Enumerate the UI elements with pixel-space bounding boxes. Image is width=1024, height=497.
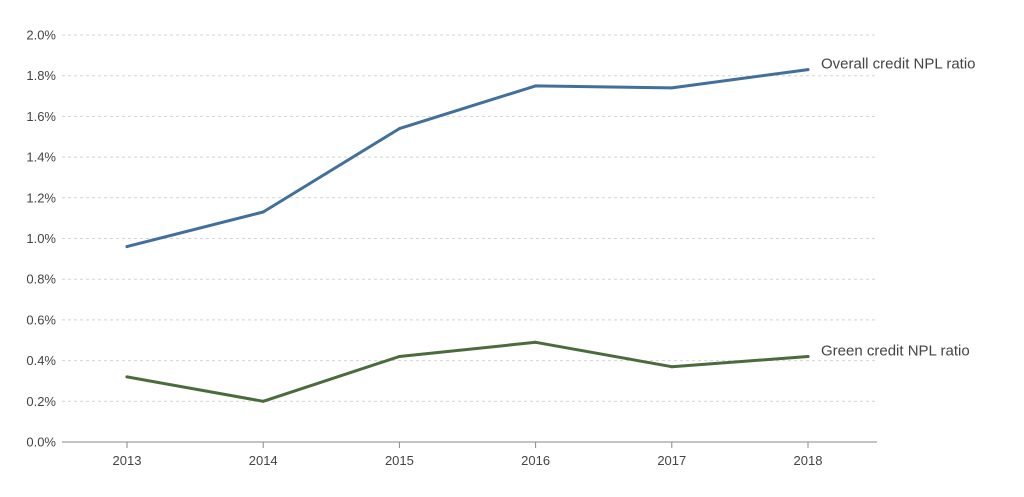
data-point: [397, 355, 401, 359]
y-tick-label: 1.0%: [26, 231, 56, 246]
data-point: [261, 399, 265, 403]
series-line-0: [125, 68, 810, 249]
series: [125, 68, 810, 403]
x-tick-label: 2015: [385, 453, 414, 468]
x-tick-label: 2014: [249, 453, 278, 468]
grid: [62, 34, 877, 402]
data-point: [397, 127, 401, 131]
x-tick-label: 2013: [113, 453, 142, 468]
data-point: [125, 245, 129, 249]
series-label-1: Green credit NPL ratio: [821, 343, 970, 360]
data-point: [670, 365, 674, 369]
y-tick-label: 0.4%: [26, 353, 56, 368]
data-point: [806, 68, 810, 72]
y-tick-label: 0.6%: [26, 312, 56, 327]
data-point: [125, 375, 129, 379]
data-point: [670, 86, 674, 90]
data-point: [261, 210, 265, 214]
y-tick-label: 0.2%: [26, 394, 56, 409]
x-tick-label: 2016: [521, 453, 550, 468]
y-tick-label: 1.2%: [26, 190, 56, 205]
y-tick-label: 2.0%: [26, 28, 56, 43]
series-line-1: [125, 340, 810, 403]
data-point: [534, 84, 538, 88]
x-tick-label: 2017: [657, 453, 686, 468]
series-label-0: Overall credit NPL ratio: [821, 56, 976, 73]
y-tick-label: 0.0%: [26, 435, 56, 450]
data-point: [534, 340, 538, 344]
y-tick-label: 1.6%: [26, 109, 56, 124]
y-tick-label: 1.4%: [26, 150, 56, 165]
axes: 0.0% 0.2% 0.4% 0.6% 0.8% 1.0% 1.2% 1.4% 1.6% 1.8%…: [26, 28, 877, 468]
data-point: [806, 355, 810, 359]
series-labels: Overall credit NPL ratio Green credit NPL…: [821, 56, 976, 360]
x-tick-label: 2018: [794, 453, 823, 468]
y-tick-label: 0.8%: [26, 272, 56, 287]
y-tick-label: 1.8%: [26, 68, 56, 83]
